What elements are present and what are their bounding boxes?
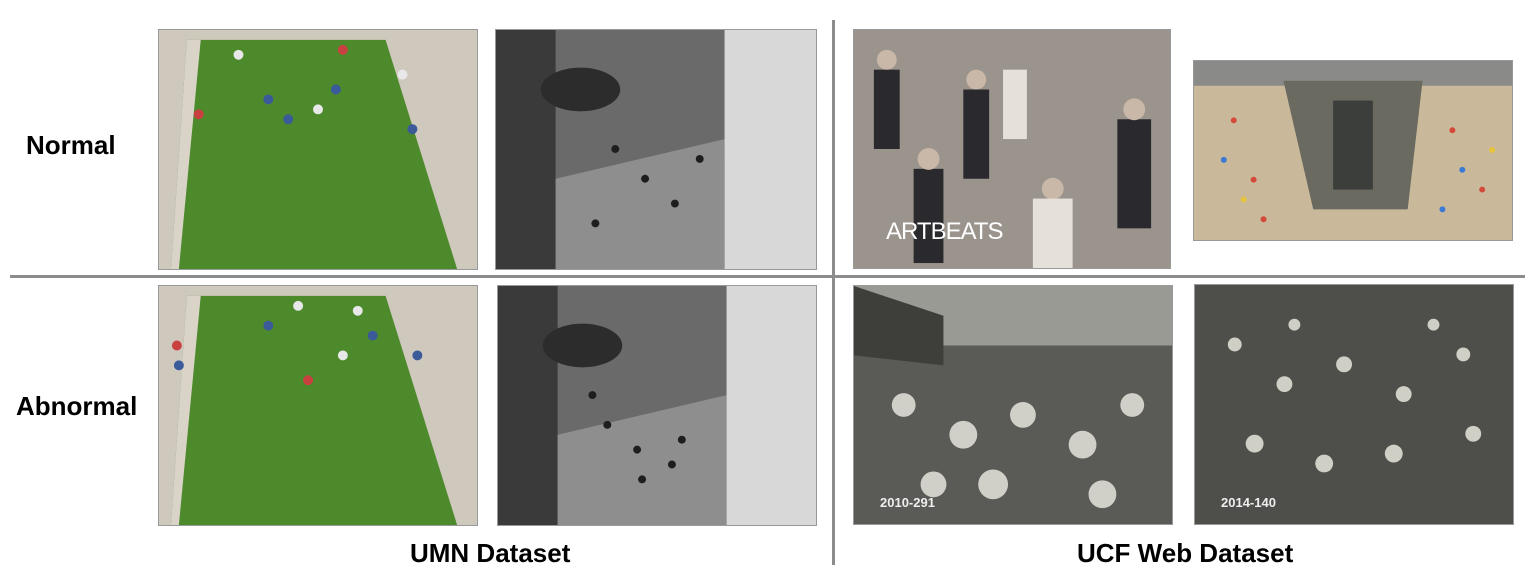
umn-abnormal-lawn-frame <box>158 285 478 526</box>
row-divider <box>10 275 1525 278</box>
caption-ucf-web-dataset: UCF Web Dataset <box>1077 538 1294 568</box>
umn-normal-lawn-frame <box>158 29 478 270</box>
frame-stamp-2010-291: 2010-291 <box>880 495 935 510</box>
row-label-abnormal: Abnormal <box>16 391 138 421</box>
dataset-divider <box>832 20 835 565</box>
caption-umn-dataset: UMN Dataset <box>410 538 571 568</box>
umn-normal-hall-frame <box>495 29 817 270</box>
ucf-normal-street-frame: ARTBEATS <box>853 29 1171 269</box>
row-label-normal: Normal <box>26 130 116 160</box>
ucf-abnormal-crowd1-frame: 2010-291 <box>853 285 1173 525</box>
frame-stamp-2014-140: 2014-140 <box>1221 495 1276 510</box>
umn-abnormal-hall-frame <box>497 285 817 526</box>
ucf-normal-marathon-frame <box>1193 60 1513 241</box>
ucf-abnormal-crowd2-frame: 2014-140 <box>1194 284 1514 525</box>
artbeats-watermark: ARTBEATS <box>886 218 1003 245</box>
